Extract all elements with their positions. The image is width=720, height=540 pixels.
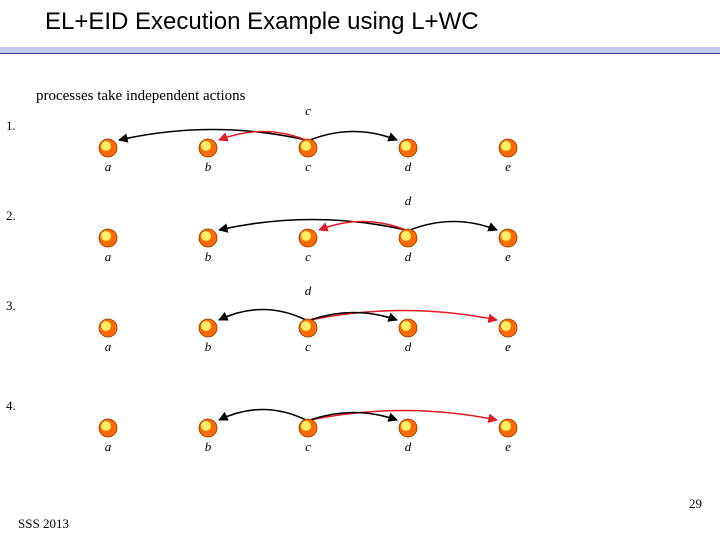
process-label: d	[305, 283, 312, 299]
node-label: c	[305, 249, 311, 265]
node-label: e	[505, 439, 511, 455]
step-number: 3.	[6, 298, 16, 314]
node-label: a	[105, 159, 112, 175]
node-label: b	[205, 159, 212, 175]
arc	[119, 130, 306, 141]
arc	[219, 220, 406, 231]
node-label: b	[205, 249, 212, 265]
node-label: a	[105, 439, 112, 455]
slide-title: EL+EID Execution Example using L+WC	[45, 8, 479, 36]
arc	[310, 411, 497, 421]
process-label: d	[405, 193, 412, 209]
arc	[310, 311, 497, 321]
node-label: b	[205, 439, 212, 455]
footer-left: SSS 2013	[18, 516, 69, 532]
process-label: c	[305, 103, 311, 119]
node-label: e	[505, 159, 511, 175]
node-label: a	[105, 249, 112, 265]
node-label: c	[305, 159, 311, 175]
node-label: d	[405, 249, 412, 265]
page-number: 29	[689, 496, 702, 512]
node-label: e	[505, 249, 511, 265]
arc	[219, 410, 306, 421]
step-number: 1.	[6, 118, 16, 134]
node-label: a	[105, 339, 112, 355]
step-number: 2.	[6, 208, 16, 224]
arc	[410, 222, 497, 231]
node-label: b	[205, 339, 212, 355]
node-label: c	[305, 439, 311, 455]
slide: EL+EID Execution Example using L+WC proc…	[0, 0, 720, 540]
node-label: d	[405, 339, 412, 355]
slide-subtitle: processes take independent actions	[36, 88, 246, 105]
node-label: c	[305, 339, 311, 355]
node-label: e	[505, 339, 511, 355]
step-number: 4.	[6, 398, 16, 414]
title-underline	[0, 47, 720, 57]
arc	[219, 310, 306, 321]
node-label: d	[405, 439, 412, 455]
node-label: d	[405, 159, 412, 175]
arc	[310, 132, 397, 141]
